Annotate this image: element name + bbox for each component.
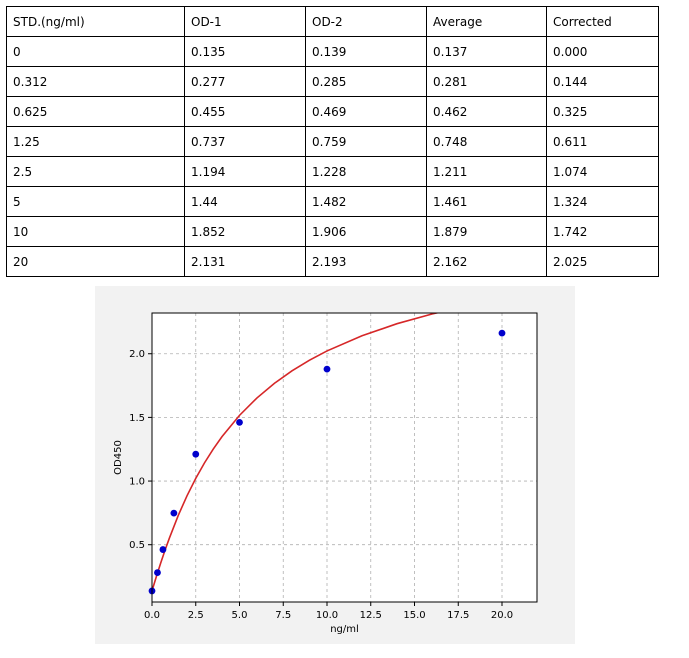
table-cell: 0.285 [305,66,427,97]
table-row: 1.25 0.737 0.759 0.748 0.611 [6,126,659,157]
x-tick-label: 15.0 [403,610,425,621]
axes-frame [151,312,538,603]
table-cell: 1.324 [546,186,659,217]
table-cell: 2.131 [184,246,306,277]
data-point [323,365,331,373]
data-point [159,546,167,553]
table-cell: 5 [6,186,185,217]
table-header-row: STD.(ng/ml) OD-1 OD-2 Average Corrected [6,6,659,37]
table-body: STD.(ng/ml) OD-1 OD-2 Average Corrected 0 0.13… [6,6,659,277]
table-cell: 1.074 [546,156,659,187]
table-row: 0 0.135 0.139 0.137 0.000 [6,36,659,67]
y-tick-label: 1.5 [129,413,145,424]
table-cell: 0.281 [426,66,547,97]
table-cell: 0.611 [546,126,659,157]
table-cell: 0.462 [426,96,547,127]
column-header: STD.(ng/ml) [6,6,185,37]
column-header: OD-2 [305,6,427,37]
standard-curve-table: STD.(ng/ml) OD-1 OD-2 Average Corrected 0 0.13… [6,6,659,277]
table-cell: 1.194 [184,156,306,187]
table-cell: 0.748 [426,126,547,157]
data-point [154,569,161,576]
fit-curve [152,313,441,592]
x-tick-label: 0.0 [144,610,160,621]
table-cell: 1.461 [426,186,547,217]
table-cell: 1.879 [426,216,547,247]
table-cell: 0.325 [546,96,659,127]
data-point [170,509,178,517]
table-cell: 0.469 [305,96,427,127]
table-cell: 1.482 [305,186,427,217]
x-tick-label: 12.5 [360,610,382,621]
table-cell: 1.906 [305,216,427,247]
x-tick-label: 2.5 [188,610,204,621]
data-point [192,450,200,458]
table-cell: 0.137 [426,36,547,67]
table-cell: 1.228 [305,156,427,187]
table-cell: 20 [6,246,185,277]
y-axis-label: OD450 [113,440,124,475]
table-cell: 0.139 [305,36,427,67]
column-header: Corrected [546,6,659,37]
x-tick-label: 10.0 [316,610,338,621]
table-cell: 2.025 [546,246,659,277]
x-tick-label: 5.0 [232,610,248,621]
table-cell: 1.44 [184,186,306,217]
table-cell: 1.211 [426,156,547,187]
column-header: OD-1 [184,6,306,37]
table-cell: 0.625 [6,96,185,127]
table-cell: 1.25 [6,126,185,157]
table-row: 0.625 0.455 0.469 0.462 0.325 [6,96,659,127]
table-row: 0.312 0.277 0.285 0.281 0.144 [6,66,659,97]
table-row: 20 2.131 2.193 2.162 2.025 [6,246,659,277]
y-tick-label: 2.0 [129,349,145,360]
y-tick-label: 1.0 [129,477,145,488]
table-cell: 2.5 [6,156,185,187]
column-header: Average [426,6,547,37]
table-cell: 2.193 [305,246,427,277]
x-axis-label: ng/ml [330,624,359,635]
table-cell: 0.759 [305,126,427,157]
plot-area [152,313,537,602]
chart-svg: 0.0 2.5 5.0 7.5 10.0 12.5 15.0 17.5 20.0 0.5 1.0 1.… [113,312,538,635]
table-cell: 1.852 [184,216,306,247]
table-cell: 0.737 [184,126,306,157]
standard-curve-chart: 0.0 2.5 5.0 7.5 10.0 12.5 15.0 17.5 20.0 0.5 1.0 1.… [95,286,575,644]
x-tick-label: 17.5 [447,610,469,621]
y-tick-label: 0.5 [129,540,145,551]
table-cell: 0.135 [184,36,306,67]
table-row: 5 1.44 1.482 1.461 1.324 [6,186,659,217]
x-tick-label: 20.0 [491,610,513,621]
table-cell: 0.000 [546,36,659,67]
data-point [236,418,243,426]
table-row: 10 1.852 1.906 1.879 1.742 [6,216,659,247]
table-cell: 0.455 [184,96,306,127]
x-tick-label: 7.5 [275,610,291,621]
data-point [498,329,506,337]
table-cell: 0 [6,36,185,67]
table-cell: 1.742 [546,216,659,247]
table-cell: 0.144 [546,66,659,97]
table-cell: 0.312 [6,66,185,97]
table-cell: 10 [6,216,185,247]
table-cell: 2.162 [426,246,547,277]
table-row: 2.5 1.194 1.228 1.211 1.074 [6,156,659,187]
table-cell: 0.277 [184,66,306,97]
